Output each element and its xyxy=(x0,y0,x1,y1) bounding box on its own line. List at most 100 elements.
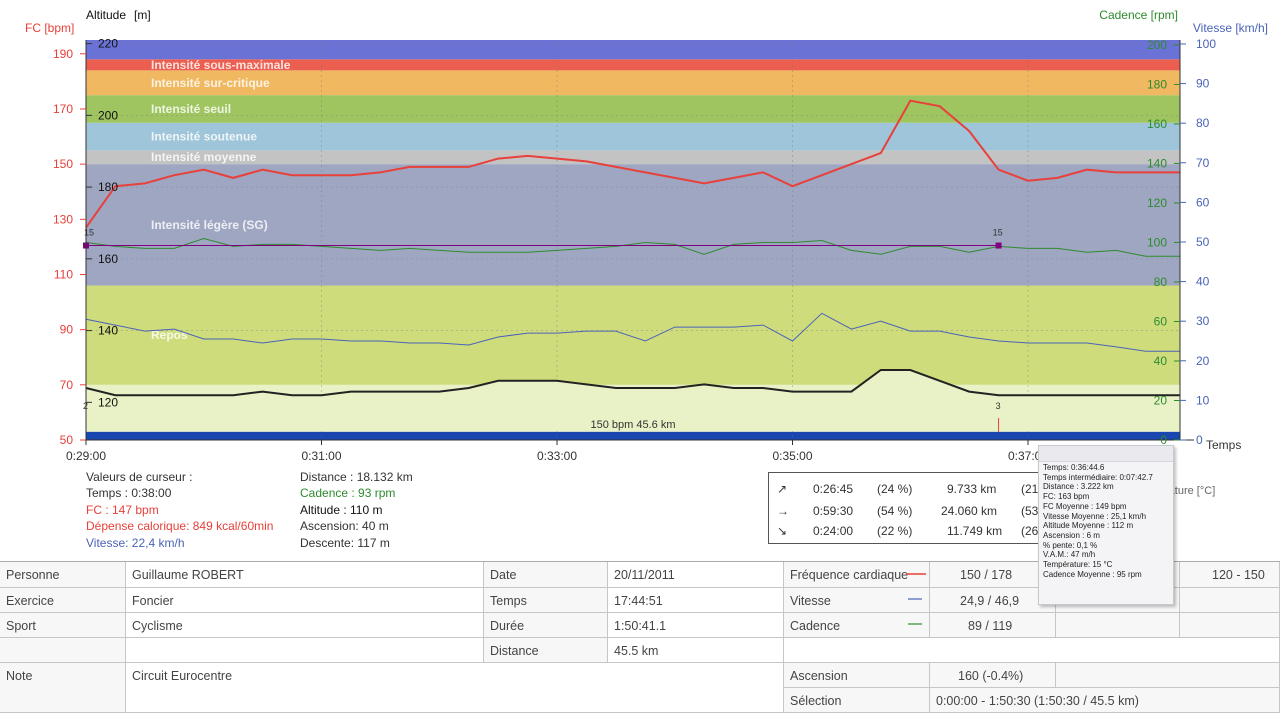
tooltip-line: Temps: 0:36:44.6 xyxy=(1043,463,1105,472)
note-value: Circuit Eurocentre xyxy=(126,663,784,713)
zone-label: Intensité légère (SG) xyxy=(151,218,268,232)
altitude-tick-label: 160 xyxy=(98,252,118,266)
time-tick-label: 0:31:00 xyxy=(301,449,341,463)
cadence-tick-label: 0 xyxy=(1160,433,1167,447)
zone-band xyxy=(86,122,1180,151)
cadence-tick-label: 200 xyxy=(1147,38,1167,52)
time-axis-title: Temps xyxy=(1206,438,1241,452)
fc-legend-line xyxy=(906,573,926,575)
series-lines: 151523 xyxy=(83,99,1180,432)
selection-start-label: 15 xyxy=(84,228,94,238)
zone-label: Intensité soutenue xyxy=(151,130,257,144)
segment-distance: 11.749 km xyxy=(947,524,1003,538)
arrow-up-right-icon: ↗ xyxy=(777,482,788,496)
cadence-axis-title: Cadence [rpm] xyxy=(1099,8,1178,22)
cursor-distance: Distance : 18.132 km xyxy=(300,470,413,484)
fc-tick-label: 50 xyxy=(60,433,74,447)
speed-tick-label: 0 xyxy=(1196,433,1203,447)
zone-label: Repos xyxy=(151,328,188,342)
altitude-axis-unit: [m] xyxy=(134,8,151,22)
arrow-right-icon: → xyxy=(777,504,789,518)
zone-label: Intensité sur-critique xyxy=(151,76,270,90)
selection-value: 0:00:00 - 1:50:30 (1:50:30 / 45.5 km) xyxy=(930,688,1280,713)
fc-tick-label: 70 xyxy=(60,378,74,392)
segment-row-down: ↘ 0:24:00 (22 %) 11.749 km (26 xyxy=(769,524,1061,546)
series-line-fc xyxy=(85,99,1180,229)
segment-row-up: ↗ 0:26:45 (24 %) 9.733 km (21 xyxy=(769,482,1061,504)
exercice-label: Exercice xyxy=(0,588,126,613)
zone-band xyxy=(86,150,1180,165)
selection-handle xyxy=(995,242,1002,249)
series-line-altitude xyxy=(85,369,1180,397)
sport-label: Sport xyxy=(0,613,126,638)
lap-marker-label: 3 xyxy=(996,401,1001,411)
cadence-tick-label: 80 xyxy=(1154,275,1168,289)
segment-pct: (22 %) xyxy=(877,524,913,538)
zone-band xyxy=(86,431,1180,440)
speed-tick-label: 30 xyxy=(1196,314,1210,328)
cadence-tick-label: 100 xyxy=(1147,235,1167,249)
cadence-legend-line xyxy=(908,623,922,625)
speed-tick-label: 100 xyxy=(1196,37,1216,51)
note-label: Note xyxy=(0,663,126,713)
tooltip-line: Altitude Moyenne : 112 m xyxy=(1043,521,1134,531)
intensity-zones: Repos Intensité légère (SG) Intensité moye… xyxy=(86,40,1180,440)
speed-tick-label: 40 xyxy=(1196,275,1210,289)
personne-value: Guillaume ROBERT xyxy=(126,562,484,588)
cadence-empty-2 xyxy=(1180,613,1280,638)
fc-tick-label: 170 xyxy=(53,102,73,116)
cadence-tick-label: 60 xyxy=(1154,314,1168,328)
speed-tick-label: 10 xyxy=(1196,393,1210,407)
altitude-tick-label: 220 xyxy=(98,37,118,51)
zone-band xyxy=(86,164,1180,286)
cursor-cadence: Cadence : 93 rpm xyxy=(300,486,396,501)
temps-value: 17:44:51 xyxy=(608,588,784,613)
distance-label: Distance xyxy=(484,638,608,663)
ascension-empty xyxy=(1056,663,1280,688)
tooltip-line: Cadence Moyenne : 95 rpm xyxy=(1043,569,1142,579)
distance-empty xyxy=(784,638,1280,663)
cadence-value: 89 / 119 xyxy=(930,613,1056,638)
fc-tick-label: 190 xyxy=(53,47,73,61)
altitude-axis-title: Altitude xyxy=(86,8,126,22)
fc-tick-label: 150 xyxy=(53,157,73,171)
tooltip-line: Distance : 3.222 km xyxy=(1043,482,1114,492)
segment-extra: (53 xyxy=(1021,504,1039,518)
zone-label: Intensité seuil xyxy=(151,102,231,116)
activity-chart[interactable]: Repos Intensité légère (SG) Intensité moye… xyxy=(0,0,1280,465)
date-value: 20/11/2011 xyxy=(608,562,784,588)
cadence-label: Cadence xyxy=(784,613,930,638)
zone-band xyxy=(86,40,1180,60)
cadence-tick-label: 160 xyxy=(1147,117,1167,131)
zone-band xyxy=(86,59,1180,71)
vitesse-value: 24,9 / 46,9 xyxy=(930,588,1056,613)
cadence-tick-label: 40 xyxy=(1154,354,1168,368)
speed-tick-label: 70 xyxy=(1196,156,1210,170)
selection-label: Sélection xyxy=(784,688,930,713)
cadence-tick-label: 120 xyxy=(1147,196,1167,210)
cadence-tick-label: 180 xyxy=(1147,77,1167,91)
altitude-tick-label: 200 xyxy=(98,108,118,122)
fc-axis-title: FC [bpm] xyxy=(25,21,74,35)
cursor-ascension: Ascension: 40 m xyxy=(300,519,389,534)
segment-row-flat: → 0:59:30 (54 %) 24.060 km (53 xyxy=(769,504,1061,526)
tooltip-line: Temps intermédiaire: 0:07:42.7 xyxy=(1043,472,1153,482)
duree-label: Durée xyxy=(484,613,608,638)
vitesse-legend-line xyxy=(908,598,922,600)
distance-value: 45.5 km xyxy=(608,638,784,663)
time-tick-label: 0:33:00 xyxy=(537,449,577,463)
fc-tick-label: 90 xyxy=(60,323,74,337)
exercice-value: Foncier xyxy=(126,588,484,613)
zone-band xyxy=(86,285,1180,385)
cursor-altitude: Altitude : 110 m xyxy=(300,502,383,517)
speed-tick-label: 90 xyxy=(1196,77,1210,91)
zone-band xyxy=(86,70,1180,96)
cursor-calories: Dépense calorique: 849 kcal/60min xyxy=(86,519,274,534)
tooltip-line: Température: 15 °C xyxy=(1043,560,1113,570)
zone-band xyxy=(86,95,1180,123)
empty-value xyxy=(126,638,484,663)
segment-extra: (21 xyxy=(1021,482,1039,496)
tooltip-line: % pente: 0,1 % xyxy=(1043,540,1098,550)
personne-label: Personne xyxy=(0,562,126,588)
series-line-vitesse xyxy=(85,312,1180,352)
